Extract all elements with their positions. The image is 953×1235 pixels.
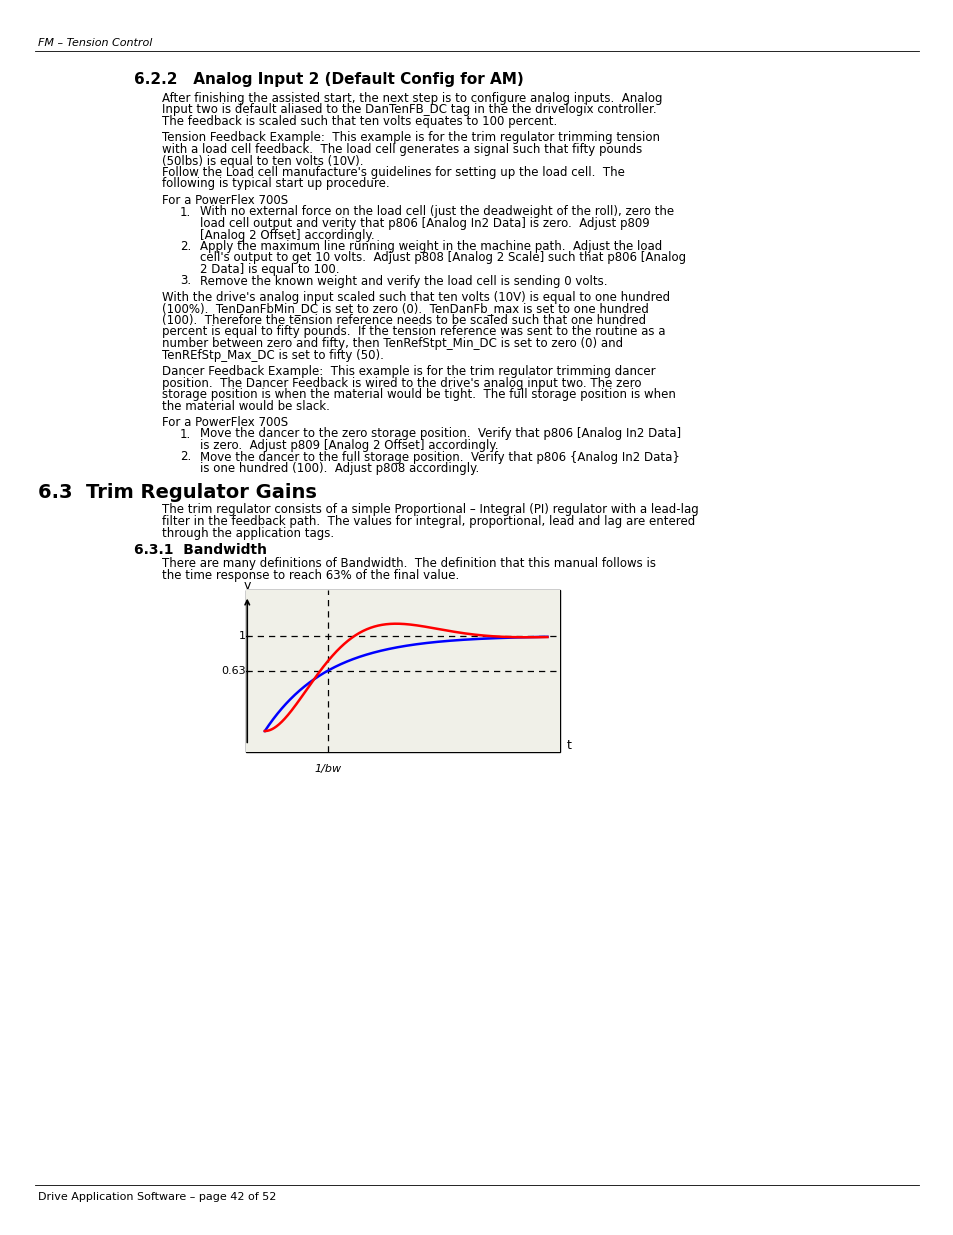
Text: With the drive's analog input scaled such that ten volts (10V) is equal to one h: With the drive's analog input scaled suc… (162, 291, 669, 304)
Text: 1/bw: 1/bw (314, 764, 341, 774)
Text: The feedback is scaled such that ten volts equates to 100 percent.: The feedback is scaled such that ten vol… (162, 115, 557, 128)
Text: is zero.  Adjust p809 [Analog 2 Offset] accordingly.: is zero. Adjust p809 [Analog 2 Offset] a… (200, 438, 498, 452)
Text: 6.3  Trim Regulator Gains: 6.3 Trim Regulator Gains (38, 483, 316, 503)
Text: filter in the feedback path.  The values for integral, proportional, lead and la: filter in the feedback path. The values … (162, 515, 695, 529)
Text: following is typical start up procedure.: following is typical start up procedure. (162, 178, 389, 190)
Text: Move the dancer to the full storage position.  Verify that p806 {Analog In2 Data: Move the dancer to the full storage posi… (200, 451, 679, 463)
Text: [Analog 2 Offset] accordingly.: [Analog 2 Offset] accordingly. (200, 228, 375, 242)
Text: (100).  Therefore the tension reference needs to be scaled such that one hundred: (100). Therefore the tension reference n… (162, 314, 645, 327)
FancyBboxPatch shape (246, 590, 559, 752)
Text: 3.: 3. (180, 274, 191, 288)
Text: (100%).  TenDanFbMin_DC is set to zero (0).  TenDanFb_max is set to one hundred: (100%). TenDanFbMin_DC is set to zero (0… (162, 303, 648, 315)
Text: through the application tags.: through the application tags. (162, 526, 334, 540)
Text: Tension Feedback Example:  This example is for the trim regulator trimming tensi: Tension Feedback Example: This example i… (162, 131, 659, 144)
Text: cell's output to get 10 volts.  Adjust p808 [Analog 2 Scale] such that p806 [Ana: cell's output to get 10 volts. Adjust p8… (200, 252, 685, 264)
Text: Dancer Feedback Example:  This example is for the trim regulator trimming dancer: Dancer Feedback Example: This example is… (162, 366, 655, 378)
Text: the material would be slack.: the material would be slack. (162, 399, 330, 412)
Text: v: v (243, 579, 251, 592)
Text: is one hundred (100).  Adjust p808 accordingly.: is one hundred (100). Adjust p808 accord… (200, 462, 478, 475)
Text: With no external force on the load cell (just the deadweight of the roll), zero : With no external force on the load cell … (200, 205, 674, 219)
Text: t: t (566, 739, 571, 752)
Text: Input two is default aliased to the DanTenFB_DC tag in the the drivelogix contro: Input two is default aliased to the DanT… (162, 104, 656, 116)
Text: For a PowerFlex 700S: For a PowerFlex 700S (162, 416, 288, 429)
Text: Drive Application Software – page 42 of 52: Drive Application Software – page 42 of … (38, 1192, 276, 1202)
Text: There are many definitions of Bandwidth.  The definition that this manual follow: There are many definitions of Bandwidth.… (162, 557, 656, 571)
Text: 2.: 2. (180, 240, 191, 253)
Text: 6.2.2   Analog Input 2 (Default Config for AM): 6.2.2 Analog Input 2 (Default Config for… (133, 72, 523, 86)
Text: storage position is when the material would be tight.  The full storage position: storage position is when the material wo… (162, 388, 675, 401)
Text: position.  The Dancer Feedback is wired to the drive's analog input two. The zer: position. The Dancer Feedback is wired t… (162, 377, 640, 389)
Text: 6.3.1  Bandwidth: 6.3.1 Bandwidth (133, 543, 267, 557)
Text: percent is equal to fifty pounds.  If the tension reference was sent to the rout: percent is equal to fifty pounds. If the… (162, 326, 665, 338)
Text: with a load cell feedback.  The load cell generates a signal such that fifty pou: with a load cell feedback. The load cell… (162, 143, 641, 156)
Text: load cell output and verity that p806 [Analog In2 Data] is zero.  Adjust p809: load cell output and verity that p806 [A… (200, 217, 649, 230)
Text: (50lbs) is equal to ten volts (10V).: (50lbs) is equal to ten volts (10V). (162, 154, 363, 168)
Text: number between zero and fifty, then TenRefStpt_Min_DC is set to zero (0) and: number between zero and fifty, then TenR… (162, 337, 622, 350)
Text: the time response to reach 63% of the final value.: the time response to reach 63% of the fi… (162, 568, 458, 582)
Text: 2.: 2. (180, 451, 191, 463)
Text: 1.: 1. (180, 205, 191, 219)
Text: The trim regulator consists of a simple Proportional – Integral (PI) regulator w: The trim regulator consists of a simple … (162, 504, 698, 516)
Text: FM – Tension Control: FM – Tension Control (38, 38, 152, 48)
Text: For a PowerFlex 700S: For a PowerFlex 700S (162, 194, 288, 207)
Text: TenREfStp_Max_DC is set to fifty (50).: TenREfStp_Max_DC is set to fifty (50). (162, 348, 383, 362)
Text: Apply the maximum line running weight in the machine path.  Adjust the load: Apply the maximum line running weight in… (200, 240, 661, 253)
Text: Remove the known weight and verify the load cell is sending 0 volts.: Remove the known weight and verify the l… (200, 274, 607, 288)
Text: 1: 1 (239, 631, 246, 641)
Text: After finishing the assisted start, the next step is to configure analog inputs.: After finishing the assisted start, the … (162, 91, 661, 105)
Text: 2 Data] is equal to 100.: 2 Data] is equal to 100. (200, 263, 339, 275)
Text: Move the dancer to the zero storage position.  Verify that p806 [Analog In2 Data: Move the dancer to the zero storage posi… (200, 427, 680, 441)
Text: Follow the Load cell manufacture's guidelines for setting up the load cell.  The: Follow the Load cell manufacture's guide… (162, 165, 624, 179)
Text: 0.63: 0.63 (221, 666, 246, 676)
Text: 1.: 1. (180, 427, 191, 441)
